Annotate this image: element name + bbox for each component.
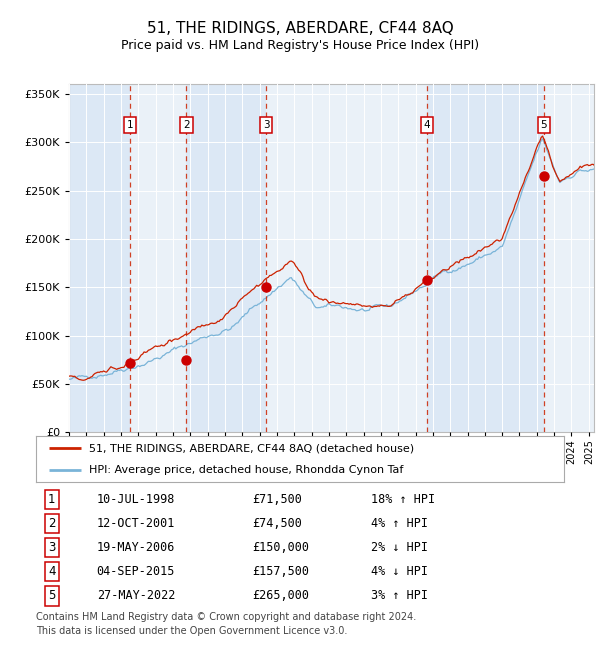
Bar: [427, 84, 544, 432]
Text: 4% ↓ HPI: 4% ↓ HPI: [371, 566, 428, 578]
Text: 3: 3: [48, 541, 56, 554]
Text: 3: 3: [263, 120, 269, 130]
Bar: [266, 84, 427, 432]
Text: 3% ↑ HPI: 3% ↑ HPI: [371, 589, 428, 602]
Bar: [69, 84, 130, 432]
Text: 5: 5: [541, 120, 547, 130]
Text: £265,000: £265,000: [253, 589, 310, 602]
Text: 04-SEP-2015: 04-SEP-2015: [97, 566, 175, 578]
Text: 2: 2: [183, 120, 190, 130]
Text: Price paid vs. HM Land Registry's House Price Index (HPI): Price paid vs. HM Land Registry's House …: [121, 39, 479, 52]
Bar: [130, 84, 187, 432]
Bar: [544, 84, 594, 432]
Text: 4: 4: [48, 566, 56, 578]
Text: 19-MAY-2006: 19-MAY-2006: [97, 541, 175, 554]
Text: 4% ↑ HPI: 4% ↑ HPI: [371, 517, 428, 530]
Text: 51, THE RIDINGS, ABERDARE, CF44 8AQ (detached house): 51, THE RIDINGS, ABERDARE, CF44 8AQ (det…: [89, 443, 414, 453]
Text: 18% ↑ HPI: 18% ↑ HPI: [371, 493, 436, 506]
Text: £150,000: £150,000: [253, 541, 310, 554]
Text: 1: 1: [48, 493, 56, 506]
Text: £74,500: £74,500: [253, 517, 302, 530]
Text: 51, THE RIDINGS, ABERDARE, CF44 8AQ: 51, THE RIDINGS, ABERDARE, CF44 8AQ: [146, 21, 454, 36]
Bar: [187, 84, 266, 432]
Text: 2: 2: [48, 517, 56, 530]
Text: 4: 4: [424, 120, 430, 130]
Text: Contains HM Land Registry data © Crown copyright and database right 2024.
This d: Contains HM Land Registry data © Crown c…: [36, 612, 416, 636]
Text: 2% ↓ HPI: 2% ↓ HPI: [371, 541, 428, 554]
Text: 1: 1: [127, 120, 133, 130]
Text: 10-JUL-1998: 10-JUL-1998: [97, 493, 175, 506]
Text: 12-OCT-2001: 12-OCT-2001: [97, 517, 175, 530]
Text: HPI: Average price, detached house, Rhondda Cynon Taf: HPI: Average price, detached house, Rhon…: [89, 465, 403, 474]
Text: £71,500: £71,500: [253, 493, 302, 506]
Text: 5: 5: [48, 589, 56, 602]
Text: 27-MAY-2022: 27-MAY-2022: [97, 589, 175, 602]
Text: £157,500: £157,500: [253, 566, 310, 578]
